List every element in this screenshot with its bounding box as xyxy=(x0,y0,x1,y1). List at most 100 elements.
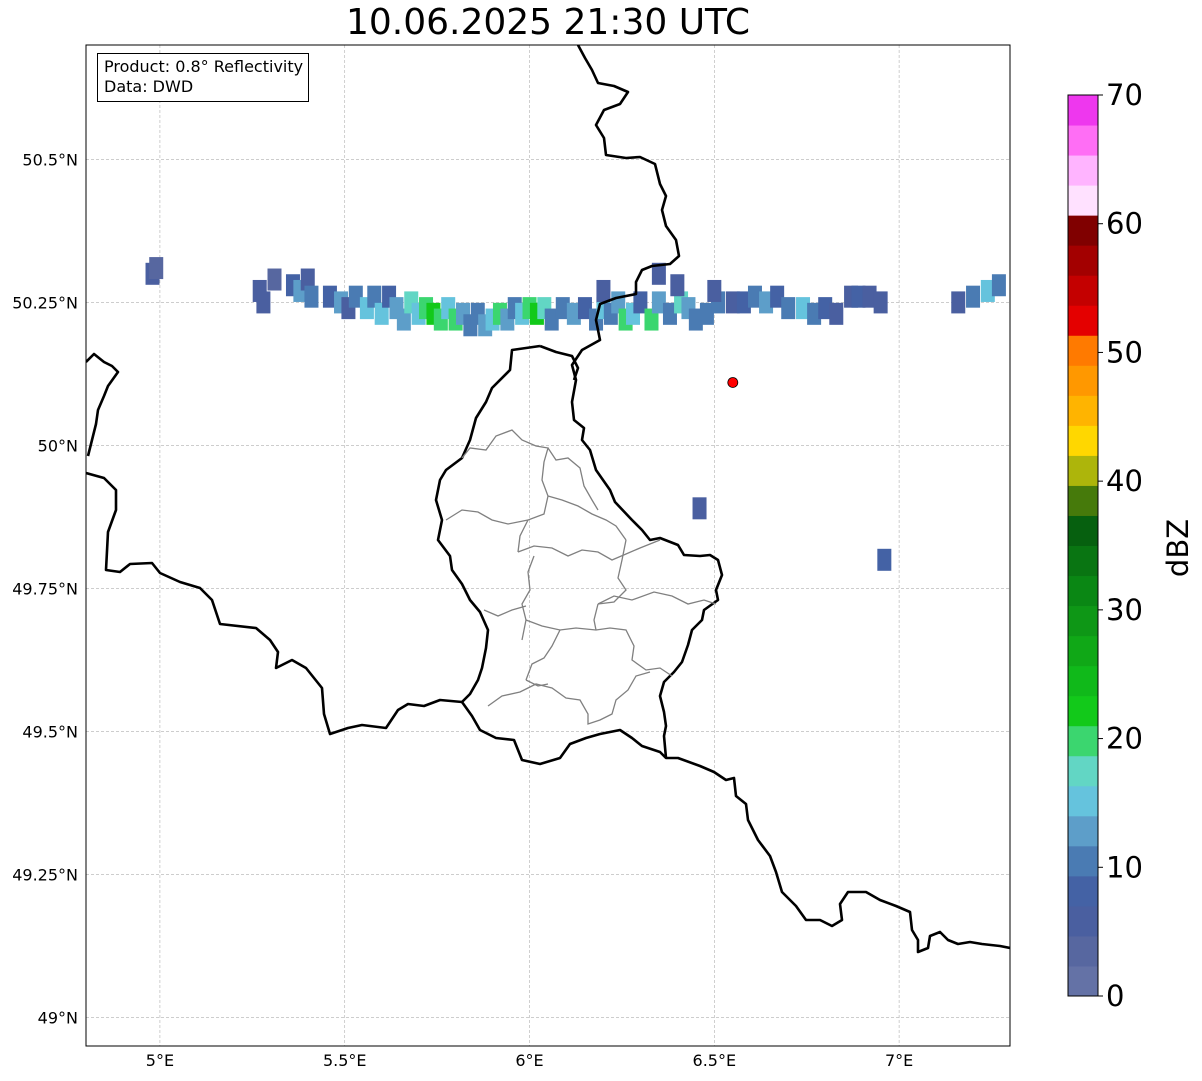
canton-border xyxy=(461,429,549,553)
colorbar-segment xyxy=(1068,965,1098,997)
colorbar-segment xyxy=(1068,575,1098,607)
radar-cell xyxy=(374,302,389,325)
colorbar-segment xyxy=(1068,545,1098,577)
border-france-belgium xyxy=(86,471,463,736)
lon-tick-label: 7°E xyxy=(885,1051,913,1070)
radar-cell xyxy=(991,274,1006,297)
radar-cell xyxy=(951,291,966,314)
radar-cell xyxy=(699,302,714,325)
radar-cell xyxy=(851,285,866,308)
data-source-label: Data: DWD xyxy=(104,77,194,96)
colorbar-segment xyxy=(1068,155,1098,186)
radar-cell xyxy=(544,308,559,331)
colorbar-tick-label: 50 xyxy=(1106,335,1143,369)
lat-tick-label: 50.5°N xyxy=(22,150,78,169)
radar-cell xyxy=(149,257,164,280)
border-luxembourg-north xyxy=(539,344,580,381)
radar-cell xyxy=(692,497,707,520)
lon-tick-label: 6.5°E xyxy=(693,1051,737,1070)
canton-border xyxy=(521,555,535,641)
radar-cell xyxy=(781,297,796,320)
lat-tick-label: 49.25°N xyxy=(12,865,78,884)
radar-cell xyxy=(770,285,785,308)
colorbar-segment xyxy=(1068,305,1098,336)
radar-cell xyxy=(651,291,666,314)
radar-cell xyxy=(796,297,811,320)
radar-cell xyxy=(555,297,570,320)
radar-cell xyxy=(577,297,592,320)
lat-tick-label: 49.5°N xyxy=(22,722,78,741)
colorbar-segment xyxy=(1068,875,1098,907)
luxembourg-canton-borders xyxy=(445,429,717,725)
colorbar-tick-label: 30 xyxy=(1106,593,1143,627)
colorbar-segment xyxy=(1068,245,1098,276)
canton-border xyxy=(547,495,627,541)
country-borders xyxy=(86,45,1010,954)
radar-site-marker xyxy=(727,377,739,388)
canton-border xyxy=(547,447,599,511)
colorbar-segment xyxy=(1068,665,1098,697)
colorbar-segment xyxy=(1068,935,1098,967)
radar-cell xyxy=(300,268,315,291)
colorbar-tick-label: 40 xyxy=(1106,464,1143,498)
lat-tick-label: 49°N xyxy=(38,1008,78,1027)
radar-cell xyxy=(322,285,337,308)
longitude-tick-labels: 5°E 5.5°E 6°E 6.5°E 7°E xyxy=(146,1051,913,1070)
canton-border xyxy=(445,509,529,525)
radar-reflectivity-layer xyxy=(145,257,1006,571)
lat-lon-grid xyxy=(86,45,1010,1046)
radar-cell xyxy=(396,308,411,331)
colorbar-tick-label: 0 xyxy=(1106,979,1124,1013)
lat-tick-label: 49.75°N xyxy=(12,579,78,598)
canton-border xyxy=(487,671,651,725)
radar-cell xyxy=(980,279,995,302)
radar-cell xyxy=(877,548,892,571)
canton-border xyxy=(593,603,599,631)
radar-cell xyxy=(688,308,703,331)
colorbar-segment xyxy=(1068,695,1098,727)
canton-border xyxy=(517,539,661,561)
colorbar-segment xyxy=(1068,905,1098,937)
radar-cell xyxy=(759,291,774,314)
info-box: Product: 0.8° Reflectivity Data: DWD xyxy=(97,53,310,102)
radar-cell xyxy=(747,285,762,308)
colorbar-segment xyxy=(1068,455,1098,486)
colorbar-tick-label: 20 xyxy=(1106,722,1143,756)
radar-cell xyxy=(367,285,382,308)
radar-cell xyxy=(644,308,659,331)
lat-tick-label: 50.25°N xyxy=(12,293,78,312)
radar-cell xyxy=(736,291,751,314)
colorbar-segment xyxy=(1068,725,1098,757)
radar-cell xyxy=(670,274,685,297)
canton-border xyxy=(483,605,527,617)
radar-cell xyxy=(566,302,581,325)
radar-cell xyxy=(707,279,722,302)
colorbar-segment xyxy=(1068,215,1098,246)
colorbar-segment xyxy=(1068,635,1098,667)
colorbar-segment xyxy=(1068,755,1098,787)
radar-cell xyxy=(633,291,648,314)
radar-cell xyxy=(267,268,282,291)
lat-tick-label: 50°N xyxy=(38,436,78,455)
border-belgium-luxembourg-germany xyxy=(570,45,724,759)
lon-tick-label: 6°E xyxy=(515,1051,543,1070)
colorbar-segment xyxy=(1068,785,1098,817)
canton-border xyxy=(597,539,627,605)
radar-cell xyxy=(662,302,677,325)
colorbar-tick-label: 70 xyxy=(1106,78,1143,112)
radar-cell xyxy=(348,285,363,308)
colorbar-segment xyxy=(1068,185,1098,216)
radar-cell xyxy=(873,291,888,314)
colorbar-segment xyxy=(1068,275,1098,306)
colorbar-tick-label: 10 xyxy=(1106,850,1143,884)
colorbar-segment xyxy=(1068,845,1098,877)
colorbar-segment xyxy=(1068,605,1098,637)
latitude-tick-labels: 50.5°N 50.25°N 50°N 49.75°N 49.5°N 49.25°N 49°… xyxy=(12,150,78,1027)
map-frame xyxy=(85,44,1011,1047)
canton-border xyxy=(525,629,561,681)
colorbar-label: dBZ xyxy=(1161,519,1195,577)
colorbar-segment xyxy=(1068,125,1098,156)
colorbar-segment xyxy=(1068,815,1098,847)
colorbar-segment xyxy=(1068,365,1098,396)
colorbar-tick-label: 60 xyxy=(1106,207,1143,241)
